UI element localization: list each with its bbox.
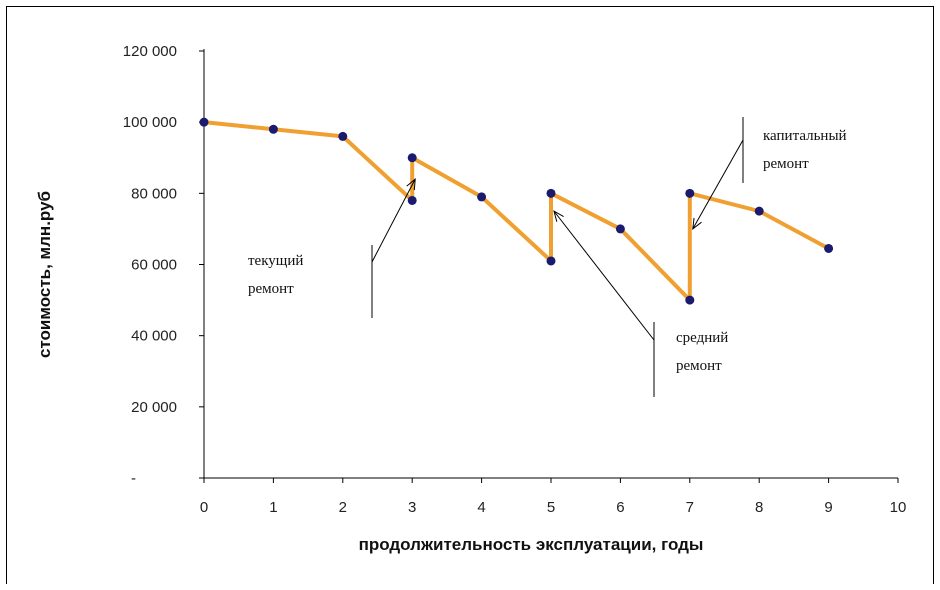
data-point <box>199 117 209 127</box>
y-tick-label: 60 000 <box>131 257 177 274</box>
annotation-label: ремонт <box>676 358 722 374</box>
axes: - 20 000 40 000 60 000 80 000 100 000 120 000 0… <box>123 43 907 516</box>
x-tick-label: 5 <box>547 499 555 516</box>
data-point <box>268 124 278 134</box>
annotation-arrow <box>371 178 416 263</box>
arrowhead <box>406 177 416 191</box>
y-tick-label: - <box>131 470 136 487</box>
annotation-label: текущий <box>248 253 303 269</box>
y-tick-label: 40 000 <box>131 328 177 345</box>
x-tick-label: 2 <box>339 499 347 516</box>
data-point <box>338 131 348 141</box>
x-tick-label: 1 <box>269 499 277 516</box>
annotation-label: средний <box>676 330 728 346</box>
data-point <box>407 195 417 205</box>
x-tick-label: 9 <box>824 499 832 516</box>
x-tick-label: 10 <box>890 499 907 516</box>
annotation-label: капитальный <box>763 128 847 144</box>
x-tick-label: 8 <box>755 499 763 516</box>
data-point <box>407 153 417 163</box>
x-tick-label: 7 <box>686 499 694 516</box>
x-axis-title: продолжительность эксплуатации, годы <box>359 535 704 554</box>
annotation-arrow <box>553 210 655 341</box>
x-tick-label: 3 <box>408 499 416 516</box>
y-tick-label: 100 000 <box>123 114 177 131</box>
data-point <box>615 224 625 234</box>
data-point <box>685 188 695 198</box>
annotation-label: ремонт <box>763 156 809 172</box>
data-point <box>546 256 556 266</box>
chart-frame <box>6 6 934 584</box>
y-tick-label: 80 000 <box>131 185 177 202</box>
annotation-arrow <box>692 139 744 230</box>
arrowhead <box>692 217 702 231</box>
series-line <box>202 120 831 303</box>
x-tick-label: 0 <box>200 499 208 516</box>
data-point <box>477 192 487 202</box>
annotation-label: ремонт <box>248 281 294 297</box>
y-axis-title: стоимость, млн.руб <box>35 191 54 358</box>
y-tick-label: 20 000 <box>131 399 177 416</box>
annotations-group: текущий ремонт средний ремонт капитальный рем… <box>248 117 847 397</box>
arrowhead <box>553 210 564 222</box>
data-point <box>685 295 695 305</box>
x-tick-label: 6 <box>616 499 624 516</box>
x-tick-label: 4 <box>477 499 485 516</box>
series-group <box>199 117 834 305</box>
y-tick-label: 120 000 <box>123 43 177 60</box>
data-point <box>546 188 556 198</box>
data-point <box>824 243 834 253</box>
data-point <box>754 206 764 216</box>
